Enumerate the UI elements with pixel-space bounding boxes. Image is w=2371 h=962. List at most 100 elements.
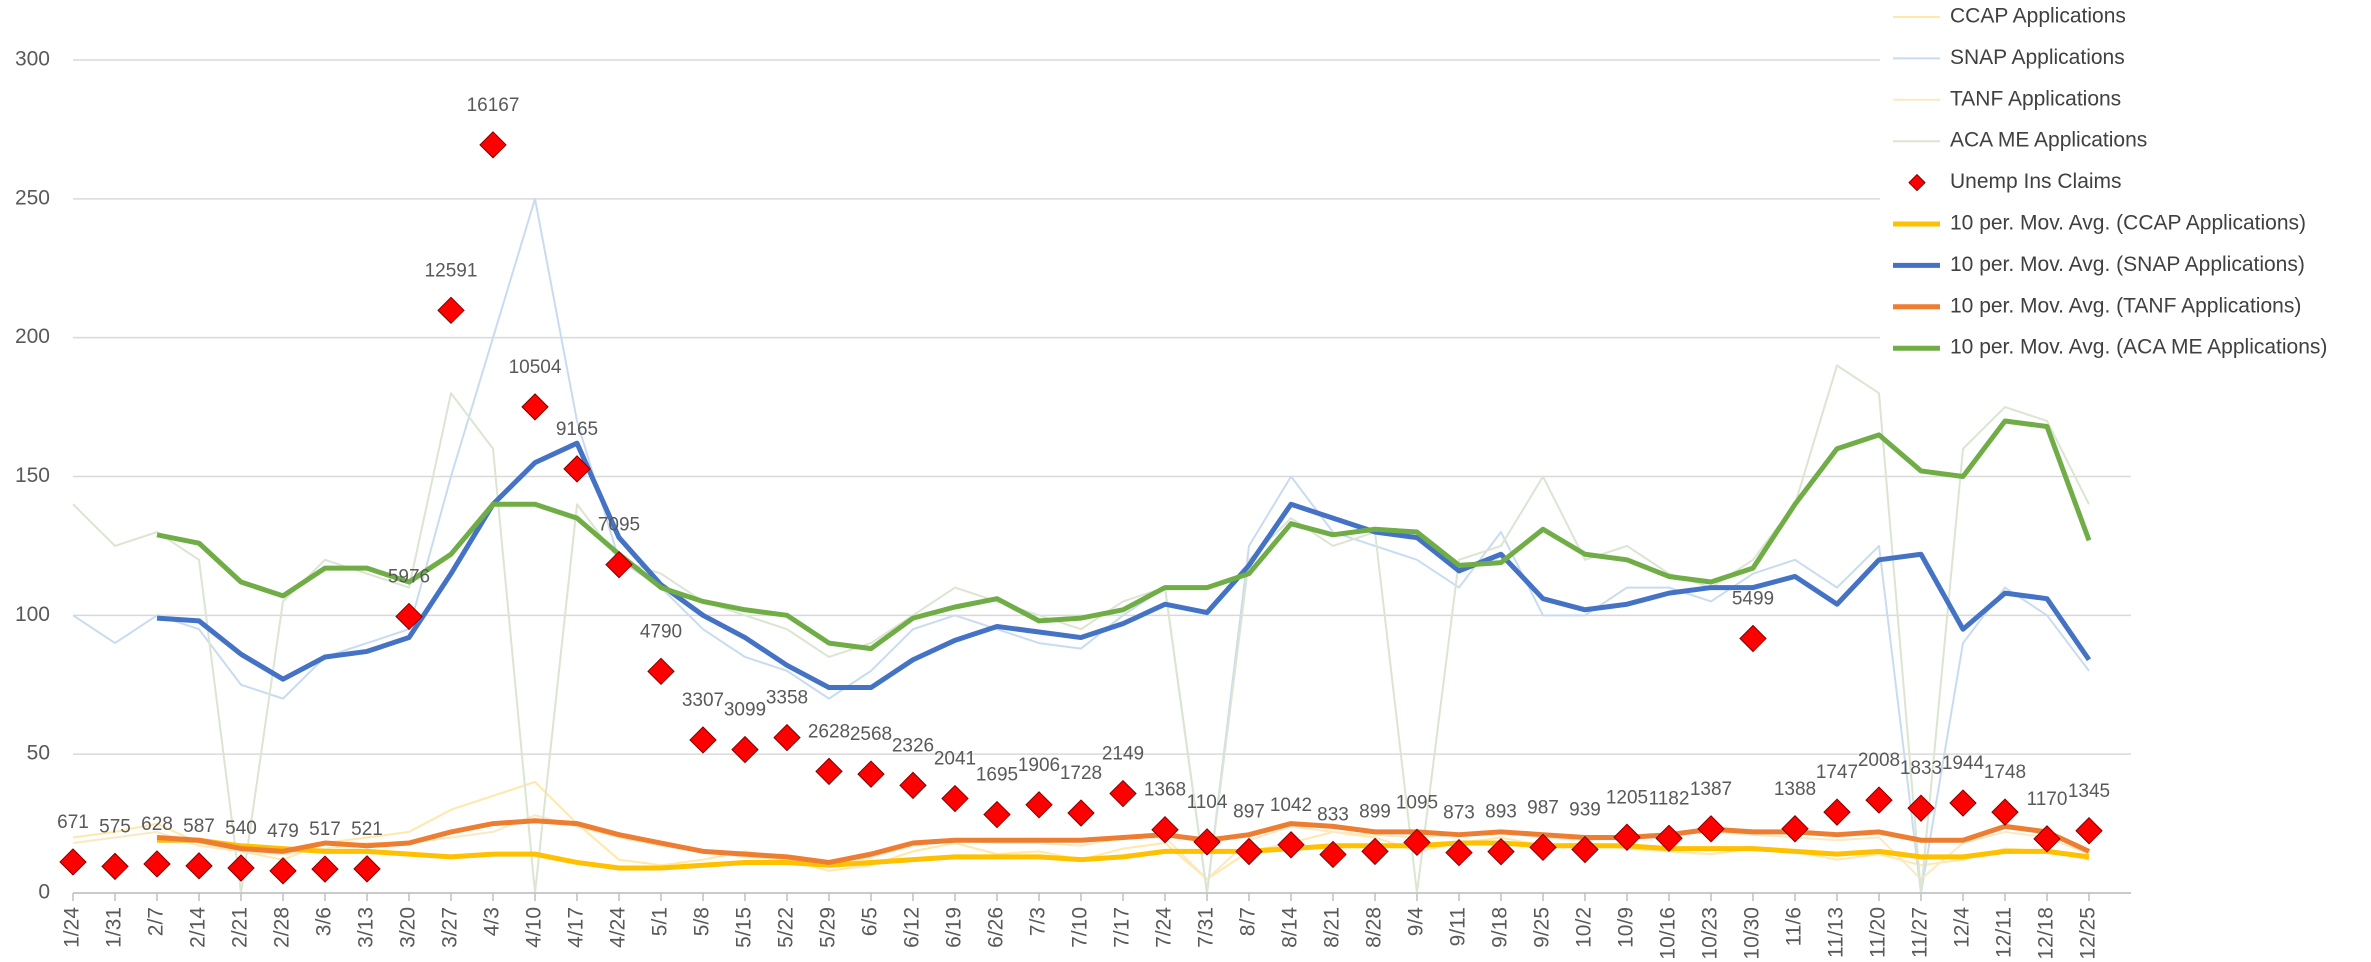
- claim-marker: [1109, 779, 1137, 808]
- data-label: 1747: [1816, 762, 1858, 783]
- data-label: 628: [141, 814, 173, 835]
- x-tick-label: 2/14: [187, 907, 210, 948]
- claim-marker: [773, 723, 801, 752]
- data-label: 1695: [976, 765, 1018, 786]
- x-tick-label: 11/27: [1909, 907, 1932, 958]
- claim-marker: [395, 602, 423, 631]
- x-tick-label: 2/21: [229, 907, 252, 948]
- claim-marker: [269, 857, 297, 885]
- claim-marker: [1571, 835, 1599, 864]
- x-tick-label: 9/4: [1405, 907, 1428, 937]
- x-tick-label: 5/22: [775, 907, 798, 948]
- x-tick-label: 7/31: [1195, 907, 1218, 948]
- x-tick-label: 5/1: [649, 907, 672, 936]
- x-tick-label: 6/12: [901, 907, 924, 948]
- legend-label: TANF Applications: [1950, 87, 2121, 110]
- y-tick-label: 300: [15, 48, 50, 71]
- x-tick-label: 4/3: [481, 907, 504, 936]
- claim-marker: [1445, 838, 1473, 867]
- claim-marker: [1235, 837, 1263, 866]
- x-tick-label: 8/21: [1321, 907, 1344, 948]
- data-label: 1042: [1270, 795, 1312, 816]
- x-tick-label: 10/23: [1699, 907, 1722, 960]
- x-tick-label: 12/4: [1951, 907, 1974, 948]
- claim-marker: [353, 855, 381, 883]
- x-tick-label: 3/6: [313, 907, 336, 936]
- x-tick-label: 6/5: [859, 907, 882, 936]
- claim-marker: [731, 735, 759, 764]
- data-label: 2041: [934, 749, 976, 770]
- data-label: 479: [267, 821, 299, 842]
- data-label: 671: [57, 812, 89, 833]
- legend-label: Unemp Ins Claims: [1950, 170, 2122, 193]
- claim-marker: [1403, 828, 1431, 857]
- series-line: [156, 418, 2092, 652]
- y-tick-label: 50: [27, 742, 50, 765]
- claim-marker: [563, 455, 591, 483]
- claim-marker: [1277, 831, 1305, 859]
- legend-label: SNAP Applications: [1950, 46, 2125, 69]
- x-tick-label: 4/10: [523, 907, 546, 948]
- legend-label: CCAP Applications: [1950, 5, 2126, 28]
- x-tick-label: 7/24: [1153, 907, 1176, 948]
- data-label: 1170: [2027, 789, 2068, 810]
- legend-label: 10 per. Mov. Avg. (TANF Applications): [1950, 294, 2301, 317]
- claim-marker: [1067, 799, 1095, 827]
- x-tick-label: 6/19: [943, 907, 966, 948]
- data-label: 1388: [1774, 779, 1816, 800]
- data-label: 1833: [1900, 758, 1942, 779]
- data-label: 939: [1569, 800, 1601, 821]
- x-tick-label: 2/28: [271, 907, 294, 948]
- data-label: 16167: [467, 95, 520, 116]
- x-tick-label: 3/20: [397, 907, 420, 948]
- claim-marker: [899, 771, 927, 800]
- legend-label: 10 per. Mov. Avg. (ACA ME Applications): [1950, 336, 2327, 359]
- claim-marker: [1193, 828, 1221, 856]
- data-label: 1944: [1942, 753, 1985, 774]
- claim-marker: [101, 852, 129, 881]
- x-tick-label: 9/11: [1447, 907, 1470, 946]
- data-label: 1728: [1060, 763, 1102, 784]
- data-label: 2149: [1102, 744, 1144, 765]
- claim-marker: [1529, 833, 1557, 862]
- data-label: 1748: [1984, 762, 2026, 783]
- y-tick-label: 250: [15, 186, 50, 209]
- x-tick-label: 1/24: [61, 907, 84, 948]
- data-label: 517: [309, 819, 341, 840]
- legend-label: 10 per. Mov. Avg. (SNAP Applications): [1950, 253, 2305, 276]
- data-label: 2628: [808, 721, 850, 742]
- y-tick-label: 0: [38, 881, 50, 904]
- claim-marker: [1319, 840, 1347, 869]
- data-label: 1095: [1396, 792, 1438, 813]
- data-label: 893: [1485, 802, 1517, 823]
- data-label: 1182: [1649, 788, 1690, 809]
- x-tick-label: 3/27: [439, 907, 462, 948]
- x-tick-label: 5/15: [733, 907, 756, 948]
- x-tick-label: 1/31: [103, 907, 126, 948]
- data-label: 3307: [682, 690, 724, 711]
- legend-label: 10 per. Mov. Avg. (CCAP Applications): [1950, 212, 2306, 235]
- data-label: 10504: [509, 357, 562, 378]
- x-tick-label: 10/30: [1741, 907, 1764, 960]
- data-label: 899: [1359, 801, 1391, 822]
- data-label: 12591: [425, 260, 478, 281]
- claim-marker: [1487, 837, 1515, 866]
- x-tick-label: 5/29: [817, 907, 840, 948]
- y-tick-label: 150: [15, 464, 50, 487]
- y-tick-label: 100: [15, 603, 50, 626]
- claim-marker: [521, 393, 549, 421]
- data-label: 3099: [724, 700, 766, 721]
- claim-marker: [815, 757, 843, 786]
- claim-marker: [1361, 837, 1389, 866]
- claim-marker: [2033, 825, 2061, 853]
- claim-marker: [1739, 624, 1767, 653]
- data-label: 1205: [1606, 787, 1648, 808]
- claim-marker: [1949, 789, 1977, 817]
- x-tick-label: 10/2: [1573, 907, 1596, 948]
- y-tick-label: 200: [15, 325, 50, 348]
- data-label: 1387: [1690, 779, 1732, 800]
- claim-marker: [1697, 815, 1725, 843]
- x-tick-label: 3/13: [355, 907, 378, 948]
- claim-marker: [185, 852, 213, 880]
